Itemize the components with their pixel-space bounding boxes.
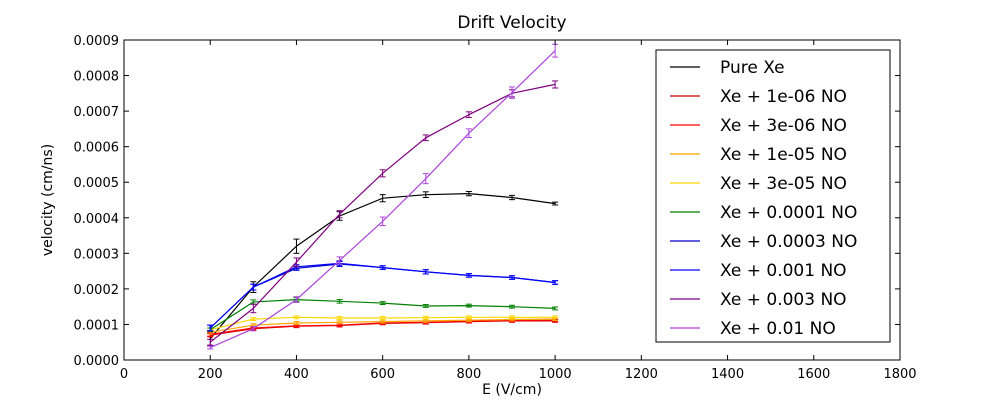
plot-frame: [123, 39, 901, 361]
legend-label: Xe + 0.001 NO: [720, 261, 847, 281]
x-tick-label: 0: [120, 367, 128, 382]
legend-label: Xe + 0.003 NO: [720, 290, 847, 310]
chart-title: Drift Velocity: [457, 13, 566, 33]
y-tick-label: 0.0007: [74, 105, 120, 120]
x-tick-label: 1800: [883, 367, 916, 382]
legend-label: Xe + 0.0003 NO: [720, 232, 857, 252]
legend-label: Xe + 0.0001 NO: [720, 203, 857, 223]
x-tick-label: 600: [370, 367, 395, 382]
y-tick-label: 0.0009: [74, 34, 120, 49]
y-tick-label: 0.0002: [74, 283, 120, 298]
series-9: [207, 43, 559, 350]
x-tick-label: 1600: [797, 367, 830, 382]
plot-area: [207, 43, 559, 350]
series-5: [207, 297, 559, 333]
series-8: [207, 80, 559, 346]
x-tick-label: 1400: [711, 367, 744, 382]
legend-label: Xe + 0.01 NO: [720, 319, 836, 339]
legend-label: Pure Xe: [720, 58, 785, 78]
legend: Pure Xe Xe + 1e-06 NO Xe + 3e-06 NO Xe + 1e…: [655, 49, 891, 343]
legend-label: Xe + 1e-06 NO: [720, 87, 847, 107]
x-tick-label: 1200: [625, 367, 658, 382]
y-axis-label: velocity (cm/ns): [40, 144, 56, 256]
legend-label: Xe + 3e-06 NO: [720, 116, 847, 136]
x-tick-label: 200: [198, 367, 223, 382]
y-axis: 0.0000 0.0001 0.0002 0.0003 0.0004 0.0005 0.00…: [74, 34, 900, 369]
y-tick-label: 0.0005: [74, 176, 120, 191]
legend-box: [655, 49, 891, 343]
x-axis-label: E (V/cm): [482, 382, 542, 398]
y-tick-label: 0.0000: [74, 354, 120, 369]
series-7: [207, 260, 559, 332]
series-0: [207, 190, 559, 347]
y-tick-label: 0.0001: [74, 318, 120, 333]
legend-label: Xe + 1e-05 NO: [720, 145, 847, 165]
series-3: [207, 317, 559, 335]
y-tick-label: 0.0003: [74, 247, 120, 262]
legend-label: Xe + 3e-05 NO: [720, 174, 847, 194]
x-tick-label: 800: [456, 367, 481, 382]
x-axis: 0 200 400 600 800 1000 1200 1400 1600 1800: [120, 40, 917, 382]
y-tick-label: 0.0004: [74, 212, 120, 227]
x-tick-label: 400: [284, 367, 309, 382]
x-tick-label: 1000: [539, 367, 572, 382]
y-tick-label: 0.0008: [74, 70, 120, 85]
y-tick-label: 0.0006: [74, 141, 120, 156]
